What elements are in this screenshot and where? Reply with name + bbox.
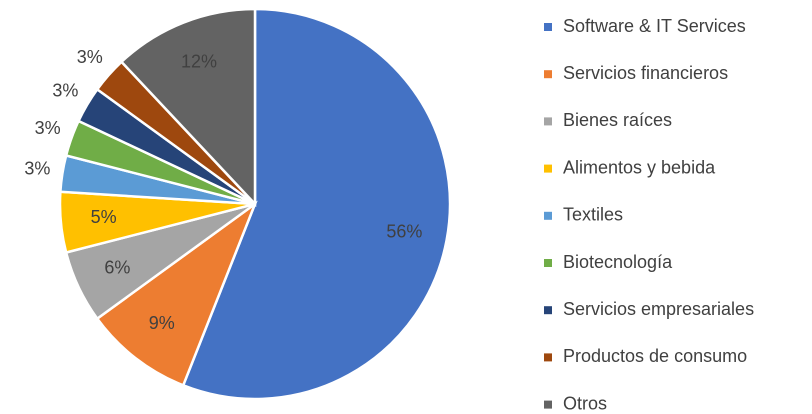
legend-swatch: [544, 117, 552, 126]
data-label: 56%: [386, 221, 422, 241]
pie-slice: [95, 200, 258, 387]
legend-swatch: [544, 211, 552, 220]
legend-label: Bienes raíces: [563, 110, 672, 130]
data-label: 12%: [181, 51, 217, 71]
legend-label: Alimentos y bebida: [563, 157, 716, 177]
legend-label: Software & IT Services: [563, 16, 746, 36]
data-label: 3%: [35, 118, 61, 138]
pie-slice: [181, 7, 452, 401]
legend-label: Productos de consumo: [563, 346, 747, 366]
legend-swatch: [544, 353, 552, 362]
pie-slice: [119, 7, 257, 208]
data-label: 9%: [149, 313, 175, 333]
data-label: 3%: [24, 158, 50, 178]
legend-label: Biotecnología: [563, 252, 673, 272]
legend-label: Servicios financieros: [563, 63, 728, 83]
legend-label: Otros: [563, 393, 607, 413]
data-label: 3%: [77, 47, 103, 67]
legend-swatch: [544, 23, 552, 31]
data-label: 5%: [91, 207, 117, 227]
legend-label: Servicios empresariales: [563, 299, 754, 319]
legend-swatch: [544, 164, 552, 173]
legend-swatch: [544, 306, 552, 315]
data-label: 6%: [104, 258, 130, 278]
legend-label: Textiles: [563, 205, 623, 225]
legend-swatch: [544, 259, 552, 267]
legend-swatch: [544, 70, 552, 79]
data-label: 3%: [52, 81, 78, 101]
legend-swatch: [544, 400, 552, 409]
